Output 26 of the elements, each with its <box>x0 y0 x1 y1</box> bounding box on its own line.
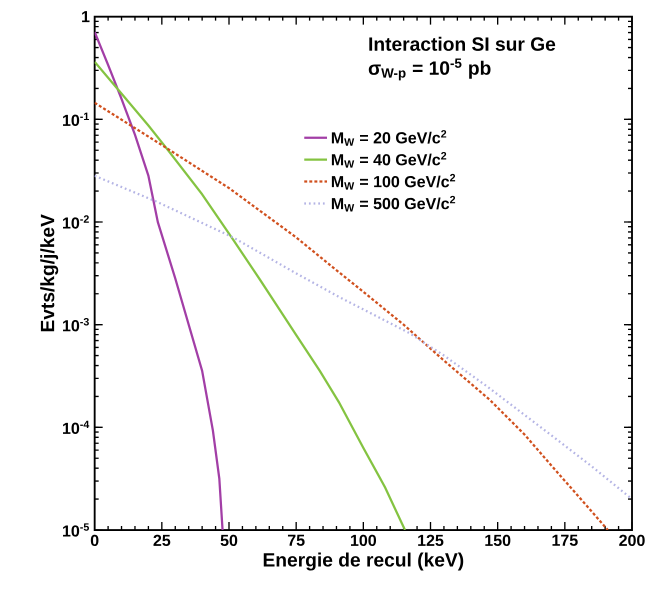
line-series <box>94 30 224 530</box>
x-axis-title: Energie de recul (keV) <box>264 552 464 571</box>
line-series <box>94 174 632 500</box>
y-axis-title: Evts/kg/j/keV <box>40 214 58 332</box>
x-tick-label: 150 <box>485 534 510 546</box>
x-tick-label: 125 <box>418 534 444 546</box>
y-tick-label: 10$^{-5}$ <box>63 523 89 537</box>
x-tick-label: 25 <box>154 534 170 546</box>
y-tick-label: 10$^{-4}$ <box>63 420 90 434</box>
x-tick-label: 75 <box>288 534 305 546</box>
legend-label: M$_{W}$ = 500 GeV/c$^{2}$ <box>332 196 456 212</box>
legend-title: Interaction SI sur Ge <box>369 36 556 51</box>
x-tick-label: 50 <box>220 534 238 546</box>
y-tick-label: 1 <box>82 11 90 22</box>
x-tick-label: 0 <box>90 534 98 546</box>
legend-label: M$_{W}$ = 100 GeV/c$^{2}$ <box>332 174 456 190</box>
y-tick-label: 10$^{-2}$ <box>63 215 89 229</box>
x-tick-label: 175 <box>552 534 578 546</box>
y-tick-label: 10$^{-1}$ <box>63 112 89 126</box>
line-series <box>94 102 609 530</box>
x-tick-label: 200 <box>619 534 645 546</box>
x-tick-label: 100 <box>350 534 376 546</box>
y-tick-label: 10$^{-3}$ <box>63 318 89 332</box>
text: σ$_{W-p}$ = 10$^{-5}$ pb <box>368 58 491 80</box>
legend-label: M$_{W}$ = 20 GeV/c$^{2}$ <box>332 130 446 146</box>
legend-label: M$_{W}$ = 40 GeV/c$^{2}$ <box>332 152 446 168</box>
